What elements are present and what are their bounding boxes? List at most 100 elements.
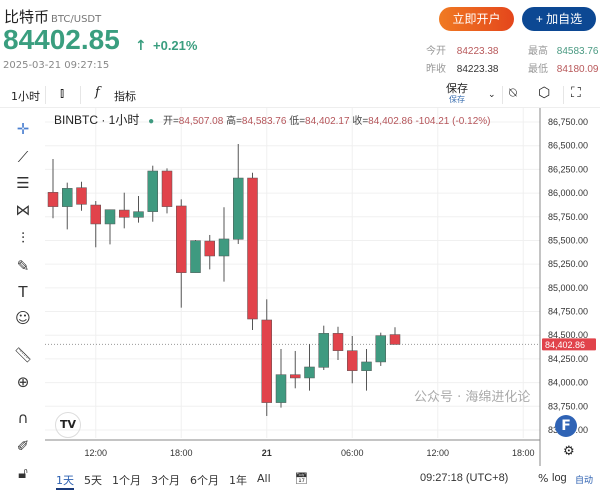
trendline-icon[interactable]: ⟋ [17,148,29,166]
log-toggle[interactable]: log [552,472,567,484]
x-tick-label: 06:00 [341,448,364,458]
emoji-icon[interactable]: ☺ [15,309,31,327]
stat-high: 最高 84583.76 [528,46,599,57]
candle-down [347,350,358,371]
f-badge-icon[interactable]: F [555,415,577,437]
brush-icon[interactable]: ✎ [16,257,30,275]
candle-down [90,204,101,225]
chart-toolbar: 1小时 ⫾ f 指标 保存 保存 ⌄ ⍉ ⬡ ⛶ [0,82,600,108]
interval-selector[interactable]: 1小时 [11,90,40,103]
y-tick-label: 83,750.00 [548,401,588,411]
text-icon[interactable]: T [18,283,28,301]
pair-label: BTC/USDT [51,14,102,25]
candle-down [76,187,87,205]
asset-title: 比特币 BTC/USDT [4,8,102,26]
candle-up [62,188,73,207]
candle-down [47,192,59,207]
candle-down [332,333,344,351]
timestamp: 2025-03-21 09:27:15 [3,60,110,71]
range-3m[interactable]: 3个月 [151,474,180,487]
y-tick-label: 86,750.00 [548,117,588,127]
range-selector: 1天 5天 1个月 3个月 6个月 1年 All 📅︎ [56,472,309,490]
open-account-button[interactable]: 立即开户 [439,7,514,31]
candle-down [204,240,215,257]
candle-down [176,205,187,273]
magnet-icon[interactable]: ∩ [17,409,29,427]
range-1y[interactable]: 1年 [229,474,247,487]
candle-up [218,238,230,257]
add-watchlist-button[interactable]: + 加自选 [522,7,596,31]
up-arrow-icon: ↑ [135,38,147,54]
x-tick-label: 18:00 [170,448,193,458]
watermark: 公众号 · 海绵进化论 [414,390,531,405]
stat-open: 今开 84223.38 [426,46,499,57]
fullscreen-icon[interactable]: ⛶ [571,85,581,101]
fib-icon[interactable]: ☰ [16,174,30,192]
x-tick-label: 12:00 [426,448,449,458]
range-5d[interactable]: 5天 [84,474,102,487]
candle-down [119,209,130,218]
stat-low: 最低 84180.09 [528,64,599,75]
y-tick-label: 86,250.00 [548,164,588,174]
percent-toggle[interactable]: % [538,472,549,485]
y-tick-label: 84,250.00 [548,354,588,364]
current-price: 84402.85 [3,24,120,55]
status-dot-icon: ● [148,116,155,127]
range-1m[interactable]: 1个月 [112,474,141,487]
measure-lines-icon[interactable]: ⫶ [21,229,25,247]
candle-up [133,211,144,218]
range-6m[interactable]: 6个月 [190,474,219,487]
range-1d[interactable]: 1天 [56,472,74,490]
y-tick-label: 84,500.00 [548,330,588,340]
candle-up [190,240,201,273]
zoom-in-icon[interactable]: ⊕ [16,373,30,391]
unlock-icon[interactable]: 🔓︎ [18,464,28,482]
ruler-icon[interactable]: 📏︎ [13,346,33,364]
y-tick-label: 84,000.00 [548,378,588,388]
candle-up [375,335,386,363]
candles-icon[interactable]: ⫾ [60,86,65,101]
candle-down [290,374,301,379]
y-tick-label: 86,500.00 [548,141,588,151]
last-price-tag [542,338,596,351]
indicators-button[interactable]: 指标 [114,90,136,103]
last-price-label: 84,402.86 [545,340,585,350]
drawing-toolbar: ✛ ⟋ ☰ ⋈ ⫶ ✎ T ☺ 📏︎ ⊕ ∩ ✐ 🔓︎ [0,108,45,499]
candle-up [104,209,116,225]
crosshair-icon[interactable]: ✛ [16,120,30,138]
ohlc-legend: BINBTC · 1小时 ● 开=84,507.08 高=84,583.76 低… [54,113,491,127]
tradingview-logo: TV [55,412,81,438]
fx-icon[interactable]: f [95,85,100,100]
y-tick-label: 85,000.00 [548,283,588,293]
x-tick-label: 21 [262,448,272,458]
price-change: +0.21% [153,38,198,53]
lock-pencil-icon[interactable]: ✐ [16,437,30,455]
save-button[interactable]: 保存 保存 [446,82,468,104]
candle-up [147,170,158,212]
candle-down [161,170,173,207]
y-tick-label: 85,750.00 [548,212,588,222]
pattern-icon[interactable]: ⋈ [15,201,31,219]
x-tick-label: 12:00 [84,448,107,458]
y-tick-label: 86,000.00 [548,188,588,198]
clock: 09:27:18 (UTC+8) [420,472,509,484]
candle-up [275,374,287,403]
candle-down [247,177,258,320]
chevron-down-icon[interactable]: ⌄ [488,90,496,100]
candle-up [361,361,372,371]
settings-icon[interactable]: ⬡ [538,85,551,101]
y-tick-label: 85,250.00 [548,259,588,269]
alert-icon[interactable]: ⍉ [509,86,517,101]
calendar-icon[interactable]: 📅︎ [294,472,309,485]
y-tick-label: 85,500.00 [548,235,588,245]
candlestick-chart[interactable]: 86,750.00 86,500.00 86,250.00 86,000.00 85,7… [40,108,600,468]
axis-settings-icon[interactable]: ⚙ [563,444,575,459]
candle-down [389,334,401,345]
stat-prev-close: 昨收 84223.38 [426,64,499,75]
x-tick-label: 18:00 [512,448,535,458]
candle-down [261,319,272,403]
y-tick-label: 84,750.00 [548,307,588,317]
auto-toggle[interactable]: 自动 [575,476,594,486]
range-all[interactable]: All [257,472,271,485]
candle-up [304,366,315,379]
